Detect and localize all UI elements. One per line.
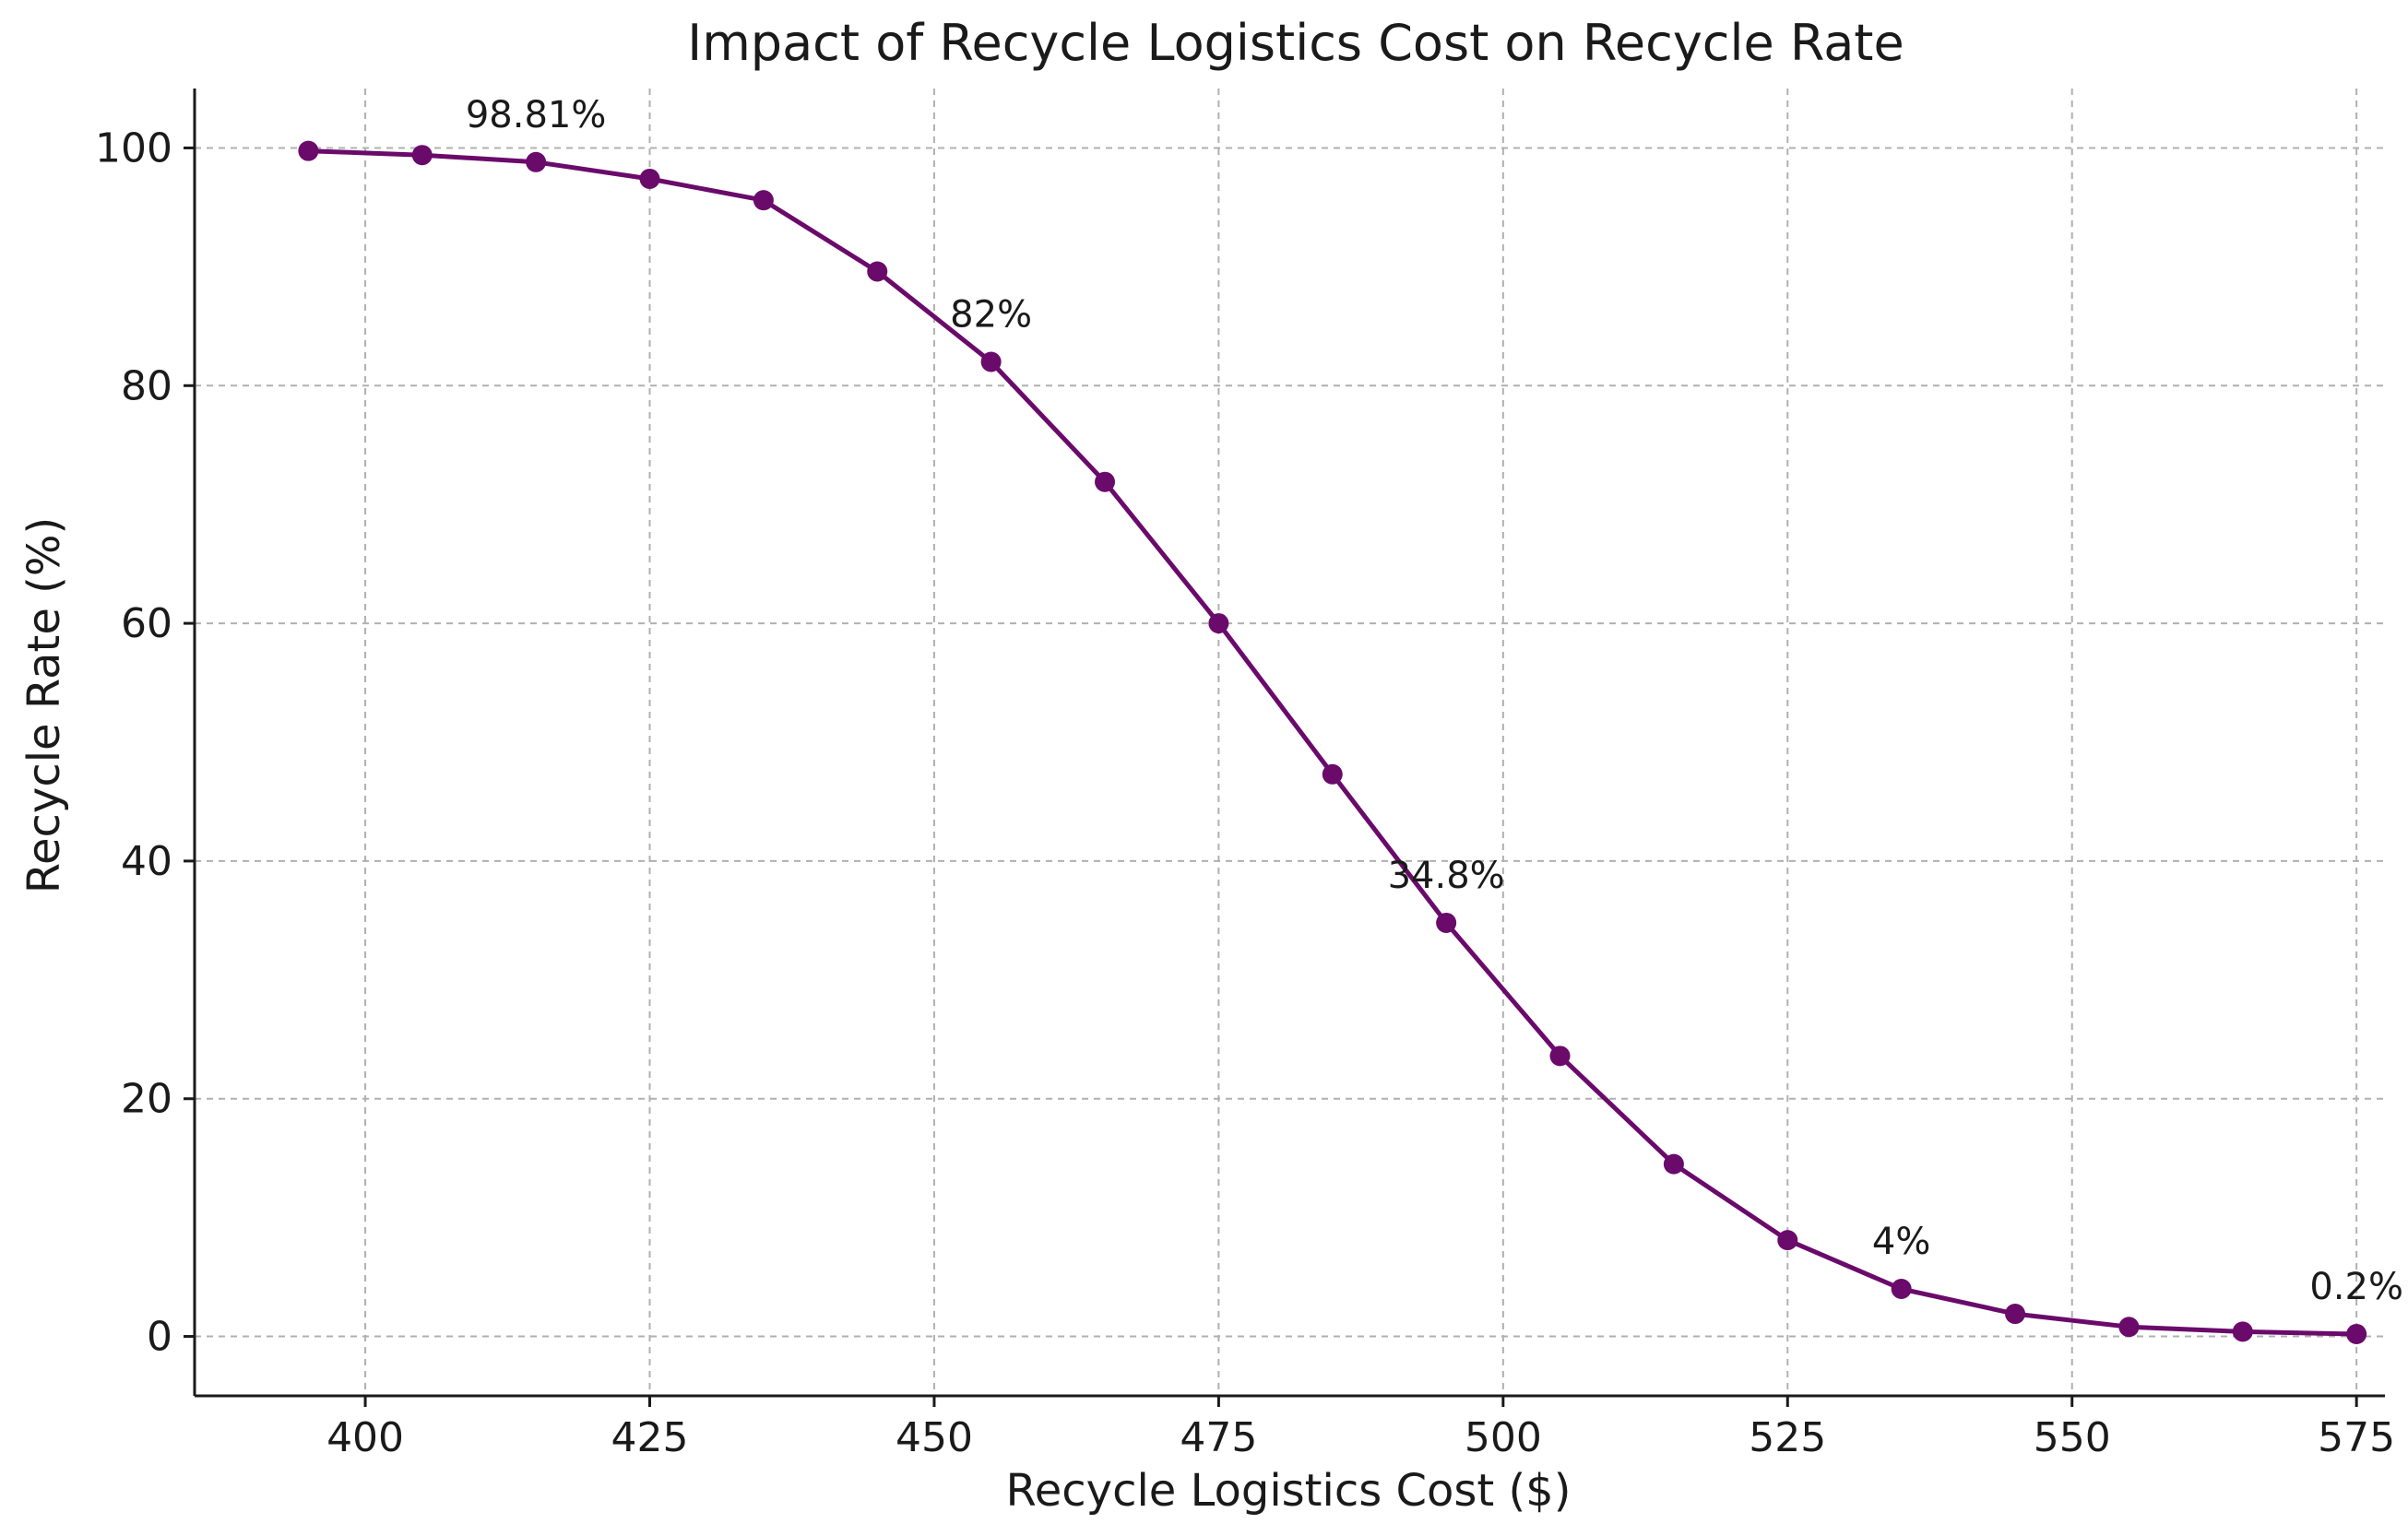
data-point [1549, 1046, 1571, 1067]
data-point [1777, 1230, 1798, 1251]
data-point [2232, 1321, 2253, 1342]
data-point [867, 261, 888, 282]
y-tick-label: 60 [121, 600, 172, 647]
y-axis-label: Recycle Rate (%) [18, 517, 70, 893]
data-point [1663, 1153, 1684, 1175]
chart-title: Impact of Recycle Logistics Cost on Recy… [687, 14, 1904, 72]
data-point [980, 351, 1002, 372]
axes: 400 425 450 475 500 525 550 575 0 20 40 60 80 100 [95, 89, 2395, 1461]
data-point [753, 190, 774, 211]
y-tick-label: 100 [95, 124, 172, 171]
data-label: 34.8% [1388, 855, 1505, 897]
data-point [1322, 763, 1343, 785]
data-point [298, 140, 319, 161]
x-axis-label: Recycle Logistics Cost ($) [1006, 1465, 1572, 1517]
series [298, 140, 2367, 1344]
data-point [526, 151, 547, 172]
data-point [1095, 471, 1116, 492]
data-point [1208, 613, 1229, 634]
x-tick-label: 425 [611, 1414, 689, 1461]
data-label: 4% [1872, 1221, 1930, 1263]
x-tick-label: 575 [2318, 1414, 2395, 1461]
y-tick-label: 0 [147, 1314, 172, 1361]
data-point [1891, 1278, 1912, 1299]
series-line [305, 148, 2359, 1337]
x-tick-label: 525 [1749, 1414, 1826, 1461]
x-tick-label: 475 [1180, 1414, 1257, 1461]
data-label: 82% [950, 293, 1032, 336]
data-point [411, 145, 433, 166]
y-tick-label: 80 [121, 362, 172, 409]
data-point [2346, 1323, 2367, 1344]
y-tick-label: 40 [121, 838, 172, 885]
data-point [639, 168, 660, 189]
x-tick-label: 400 [326, 1414, 404, 1461]
data-point [2118, 1317, 2140, 1338]
x-tick-label: 550 [2034, 1414, 2111, 1461]
y-tick-label: 20 [121, 1076, 172, 1123]
grid [195, 89, 2385, 1396]
annotations: 98.81% 82% 34.8% 4% 0.2% [466, 94, 2403, 1308]
data-label: 0.2% [2309, 1266, 2403, 1308]
x-tick-label: 500 [1465, 1414, 1542, 1461]
data-point [2005, 1304, 2026, 1325]
data-point [1436, 912, 1457, 933]
x-tick-label: 450 [896, 1414, 973, 1461]
data-label: 98.81% [466, 94, 607, 136]
